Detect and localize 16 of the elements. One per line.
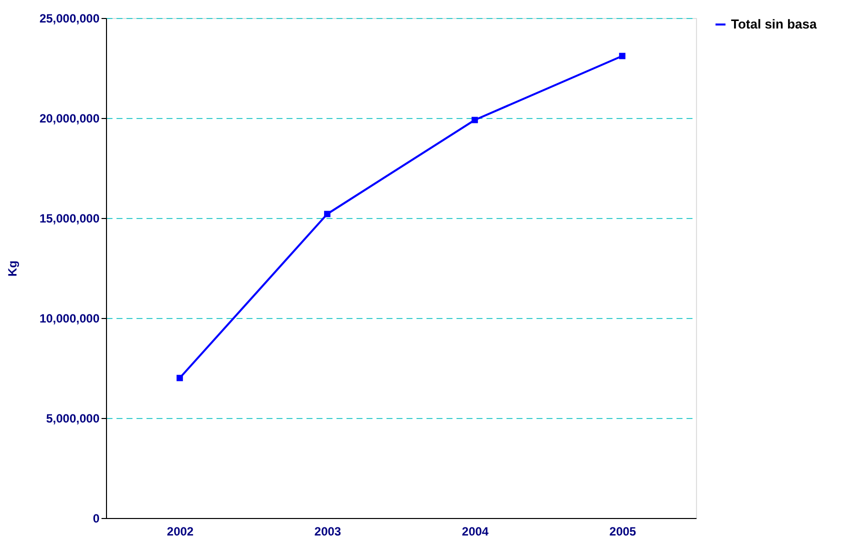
point bbox=[176, 374, 183, 382]
point bbox=[619, 52, 626, 60]
y-tick-label: 10,000,000 bbox=[39, 312, 100, 326]
x-tick-label: 2005 bbox=[609, 524, 636, 538]
y-tick-label: 15,000,000 bbox=[39, 212, 100, 226]
y-tick-label: 5,000,000 bbox=[46, 412, 100, 426]
x-tick-label: 2004 bbox=[462, 524, 489, 538]
x-tick-label: 2003 bbox=[314, 524, 342, 538]
y-tick-label: 0 bbox=[92, 512, 100, 526]
y-axis-title: Kg bbox=[5, 260, 20, 276]
x-tick-label: 2002 bbox=[166, 524, 194, 538]
point bbox=[472, 116, 478, 124]
y-tick-label: 25,000,000 bbox=[39, 12, 100, 26]
point bbox=[324, 210, 330, 218]
legend-label: Total sin basa bbox=[731, 16, 818, 32]
y-tick-label: 20,000,000 bbox=[39, 112, 100, 126]
